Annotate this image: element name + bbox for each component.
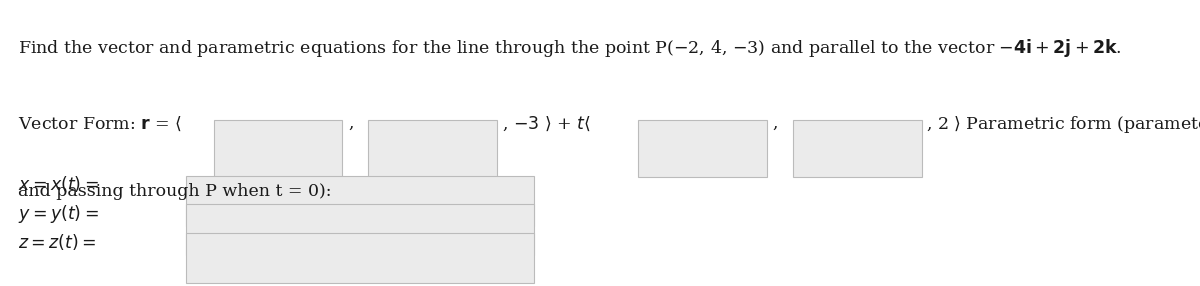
Text: Vector Form: $\mathbf{r}$ = $\langle$: Vector Form: $\mathbf{r}$ = $\langle$ xyxy=(18,114,182,133)
FancyBboxPatch shape xyxy=(368,120,497,177)
FancyBboxPatch shape xyxy=(186,176,534,226)
Text: and passing through P when t = 0):: and passing through P when t = 0): xyxy=(18,183,331,200)
FancyBboxPatch shape xyxy=(186,233,534,283)
FancyBboxPatch shape xyxy=(186,204,534,255)
Text: ,: , xyxy=(773,114,779,131)
Text: $y = y(t) =$: $y = y(t) =$ xyxy=(18,203,98,225)
Text: , 2 $\rangle$ Parametric form (parameter t,: , 2 $\rangle$ Parametric form (parameter… xyxy=(926,114,1200,135)
FancyBboxPatch shape xyxy=(793,120,922,177)
Text: ,: , xyxy=(348,114,354,131)
Text: , $-3$ $\rangle$ + $t\langle$: , $-3$ $\rangle$ + $t\langle$ xyxy=(502,114,590,133)
Text: $z = z(t) =$: $z = z(t) =$ xyxy=(18,232,96,252)
Text: Find the vector and parametric equations for the line through the point P($-$2, : Find the vector and parametric equations… xyxy=(18,37,1122,59)
FancyBboxPatch shape xyxy=(214,120,342,177)
Text: $x = x(t) =$: $x = x(t) =$ xyxy=(18,174,98,194)
FancyBboxPatch shape xyxy=(638,120,767,177)
